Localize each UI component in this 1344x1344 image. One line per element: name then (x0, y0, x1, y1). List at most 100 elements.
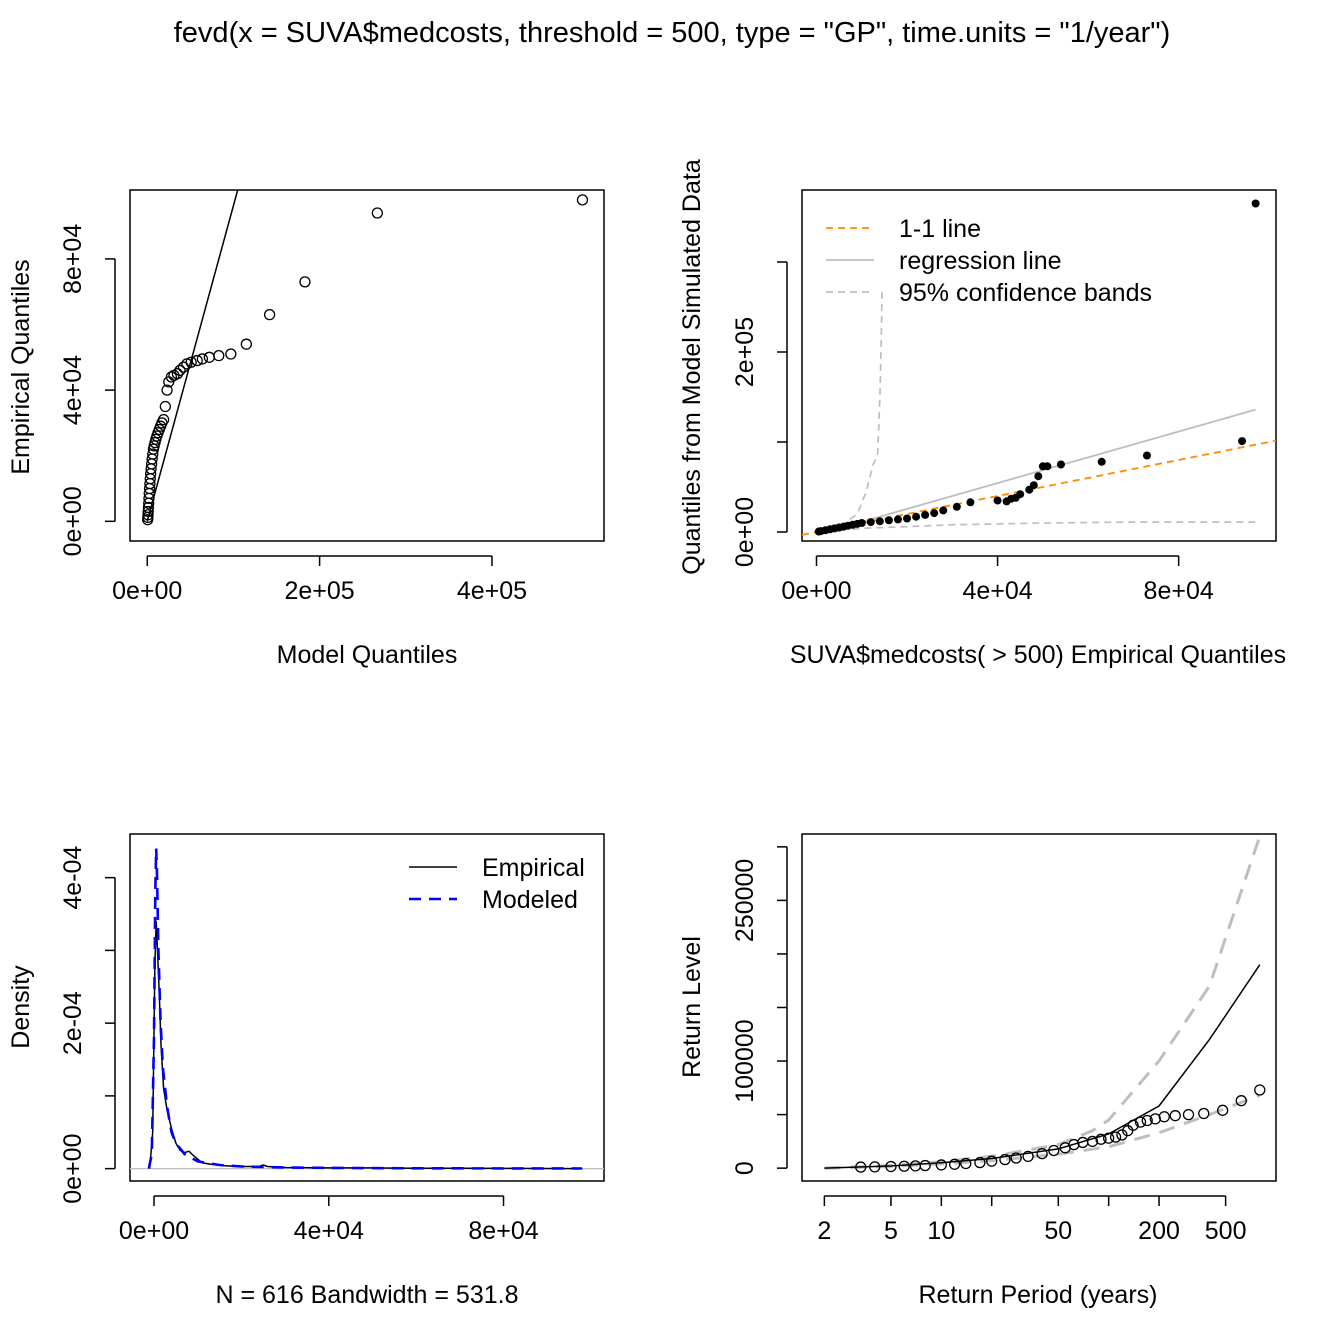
return-level-point (1095, 1133, 1107, 1145)
return-level-point (1048, 1144, 1060, 1157)
return-level-point (885, 1160, 897, 1173)
qq-simulated-x-tick-label: 4e+04 (962, 577, 1032, 605)
qq-simulated-x-tick-label: 8e+04 (1144, 577, 1214, 605)
qq-model-point (157, 413, 170, 426)
qq-simulated-point (1251, 199, 1260, 208)
return-level-point (1141, 1114, 1153, 1127)
return-level-point (974, 1156, 986, 1169)
qq-simulated-plot-frame (801, 189, 1277, 542)
qq-simulated-point (1142, 451, 1151, 460)
qq-simulated-point (993, 496, 1002, 505)
density-y-tick-label: 2e-04 (59, 991, 87, 1055)
qq-simulated-ylabel: Quantiles from Model Simulated Data (678, 159, 706, 575)
qq-model-x-tick-label: 4e+05 (457, 577, 527, 605)
qq-model-point (371, 207, 383, 219)
return-level-point (1198, 1107, 1210, 1120)
return-level-point (869, 1161, 881, 1173)
qq-model-point (213, 350, 225, 362)
qq-simulated-point (857, 519, 866, 527)
return-level-x-tick-label: 200 (1138, 1217, 1180, 1245)
qq-model-point (161, 384, 173, 396)
figure-title: fevd(x = SUVA$medcosts, threshold = 500,… (174, 17, 1171, 49)
density-xlabel: N = 616 Bandwidth = 531.8 (215, 1281, 518, 1309)
density-ylabel: Density (7, 965, 35, 1049)
qq-model-point (174, 364, 186, 377)
return-level-point (986, 1155, 998, 1167)
qq-model-x-tick-label: 0e+00 (112, 577, 182, 605)
qq-model-y-tick-label: 0e+00 (59, 486, 87, 556)
qq-simulated-point (952, 502, 961, 511)
density-x-tick-label: 8e+04 (468, 1217, 538, 1245)
qq-model-point (171, 368, 184, 380)
return-level-point (948, 1158, 961, 1170)
return-level-panel: Return Period (years) Return Level 2 5 10 5… (678, 833, 1277, 1309)
return-level-upper-band (824, 835, 1262, 1170)
return-level-y-tick-label: 250000 (731, 859, 759, 942)
return-level-point (1254, 1084, 1266, 1096)
return-level-point (999, 1153, 1011, 1166)
qq-model-panel: Model Quantiles Empirical Quantiles 0e+0… (7, 189, 605, 669)
qq-simulated-point (1029, 481, 1038, 490)
density-legend-label: Empirical (482, 854, 585, 882)
return-level-point (1086, 1135, 1099, 1148)
return-level-point (919, 1159, 931, 1172)
qq-simulated-point (903, 514, 912, 523)
qq-model-y-tick-label: 4e+04 (59, 355, 87, 425)
qq-model-1-1-line (146, 190, 239, 522)
return-level-x-tick-label: 50 (1044, 1217, 1072, 1245)
qq-simulated-point (921, 510, 930, 519)
qq-simulated-point (875, 517, 884, 526)
qq-model-point (142, 501, 155, 514)
return-level-x-tick-label: 10 (927, 1217, 955, 1245)
qq-simulated-point (1097, 457, 1106, 466)
qq-model-point (147, 448, 159, 460)
qq-simulated-point (1043, 462, 1052, 471)
return-level-point (1022, 1150, 1034, 1163)
return-level-xlabel: Return Period (years) (919, 1281, 1158, 1309)
return-level-ylabel: Return Level (678, 936, 706, 1078)
return-level-point (935, 1159, 947, 1171)
density-x-tick-label: 4e+04 (294, 1217, 364, 1245)
return-level-point (898, 1160, 910, 1172)
return-level-point (960, 1157, 972, 1170)
qq-model-point (299, 276, 311, 288)
qq-simulated-y-tick-label: 2e+05 (731, 317, 759, 387)
return-level-x-tick-label: 5 (884, 1217, 898, 1245)
qq-simulated-y-tick-label: 0e+00 (731, 497, 759, 567)
qq-model-point (165, 371, 178, 383)
return-level-point (1010, 1152, 1022, 1164)
qq-model-x-tick-label: 2e+05 (284, 577, 354, 605)
density-x-tick-label: 0e+00 (119, 1217, 189, 1245)
qq-simulated-lower-band (816, 521, 1256, 533)
qq-model-plot-frame (129, 189, 605, 542)
qq-model-point (196, 353, 209, 365)
return-level-plot-frame (801, 833, 1277, 1182)
qq-simulated-upper-band (816, 288, 883, 533)
return-level-x-tick-label: 2 (817, 1217, 831, 1245)
qq-model-y-tick-label: 8e+04 (59, 224, 87, 294)
qq-simulated-regression-line (816, 408, 1256, 536)
qq-simulated-point (1034, 472, 1043, 481)
qq-simulated-point (866, 518, 875, 527)
density-legend-label: Modeled (482, 886, 578, 914)
qq-simulated-plot-area (802, 199, 1276, 536)
density-modeled-line (147, 848, 583, 1170)
qq-simulated-x-tick-label: 0e+00 (781, 577, 851, 605)
density-y-tick-label: 0e+00 (59, 1134, 87, 1204)
qq-simulated-point (930, 509, 939, 518)
return-level-y-tick-label: 0 (731, 1161, 759, 1175)
density-legend: Empirical Modeled (409, 854, 585, 914)
qq-simulated-point (966, 498, 975, 507)
return-level-point (1109, 1131, 1122, 1143)
qq-model-point (142, 505, 154, 518)
qq-model-xlabel: Model Quantiles (277, 641, 458, 669)
density-plot-frame (129, 833, 605, 1182)
qq-model-point (185, 356, 197, 368)
qq-simulated-point (884, 516, 893, 525)
qq-simulated-point (1016, 490, 1025, 499)
return-level-y-tick-label: 100000 (731, 1019, 759, 1102)
qq-simulated-legend-label: 1-1 line (899, 215, 981, 243)
qq-model-plot-area (142, 190, 589, 526)
